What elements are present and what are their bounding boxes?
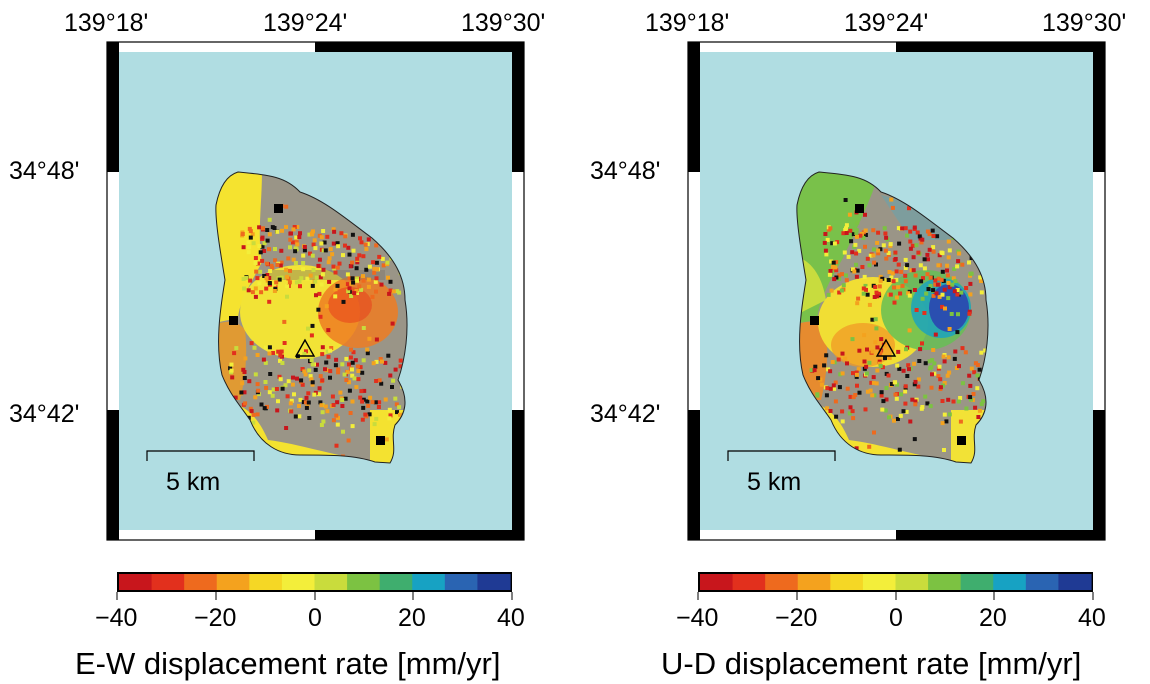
square-icon <box>376 436 385 445</box>
colorbar-title: E-W displacement rate [mm/yr] <box>75 646 501 681</box>
square-icon <box>229 316 238 325</box>
scale-bar <box>146 450 255 461</box>
colorbar-cell <box>184 574 218 590</box>
colorbar-tick: 20 <box>398 604 426 632</box>
colorbar-cell <box>412 574 446 590</box>
square-icon <box>274 204 283 213</box>
coastline <box>215 171 408 464</box>
scale-bar-label: 5 km <box>166 468 221 496</box>
colorbar-title: U-D displacement rate [mm/yr] <box>661 646 1082 681</box>
colorbar-cells <box>119 574 511 590</box>
square-icon <box>810 316 819 325</box>
colorbar-tick: −40 <box>95 604 138 632</box>
ud-map-panel: 139°18' 139°24' 139°30' 34°48' 34°42' <box>581 0 1150 684</box>
colorbar-cell <box>928 574 962 590</box>
triangle-icon <box>294 338 316 357</box>
colorbar-cell <box>993 574 1027 590</box>
lat-label-1: 34°48' <box>9 157 80 185</box>
lon-label-1: 139°18' <box>645 9 730 37</box>
scale-bar <box>727 450 836 461</box>
colorbar-cells <box>700 574 1092 590</box>
lon-label-1: 139°18' <box>64 9 149 37</box>
triangle-icon <box>875 338 897 357</box>
colorbar-cell <box>379 574 413 590</box>
colorbar-cell <box>249 574 283 590</box>
colorbar-tick: 40 <box>1078 604 1106 632</box>
colorbar-cell <box>281 574 316 590</box>
square-icon <box>957 436 966 445</box>
colorbar-cell <box>862 574 897 590</box>
ew-map-canvas <box>106 41 525 600</box>
colorbar-tick: 20 <box>979 604 1007 632</box>
lon-label-2: 139°24' <box>263 9 348 37</box>
colorbar-cell <box>895 574 929 590</box>
colorbar-tick: −40 <box>676 604 719 632</box>
lon-label-2: 139°24' <box>844 9 929 37</box>
colorbar-tick: −20 <box>194 604 237 632</box>
ud-map-canvas <box>687 41 1106 600</box>
colorbar-cell <box>797 574 831 590</box>
ew-map-panel: 139°18' 139°24' 139°30' 34°48' 34°42' <box>9 9 546 681</box>
colorbar-cell <box>119 574 153 590</box>
colorbar-cell <box>1058 574 1092 590</box>
square-icon <box>855 204 864 213</box>
scale-bar-label: 5 km <box>747 468 802 496</box>
colorbar-cell <box>477 574 511 590</box>
colorbar-cell <box>1025 574 1060 590</box>
lat-label-2: 34°42' <box>590 400 661 428</box>
colorbar-cell <box>700 574 734 590</box>
ew-speckle-pixels <box>228 197 406 459</box>
lat-label-2: 34°42' <box>9 400 80 428</box>
colorbar-cell <box>765 574 799 590</box>
colorbar-tick: −20 <box>775 604 818 632</box>
colorbar-cell <box>347 574 381 590</box>
colorbar-cell <box>216 574 250 590</box>
colorbar-cell <box>314 574 348 590</box>
colorbar-cell <box>444 574 479 590</box>
colorbar-cell <box>151 574 185 590</box>
coastline <box>796 171 989 464</box>
colorbar-cell <box>732 574 766 590</box>
colorbar-tick: 0 <box>889 604 903 632</box>
colorbar-cell <box>960 574 994 590</box>
lon-label-3: 139°30' <box>461 9 546 37</box>
colorbar-tick: 40 <box>497 604 525 632</box>
colorbar-tick: 0 <box>308 604 322 632</box>
lat-label-1: 34°48' <box>590 157 661 185</box>
lon-label-3: 139°30' <box>1042 9 1127 37</box>
colorbar-cell <box>830 574 864 590</box>
